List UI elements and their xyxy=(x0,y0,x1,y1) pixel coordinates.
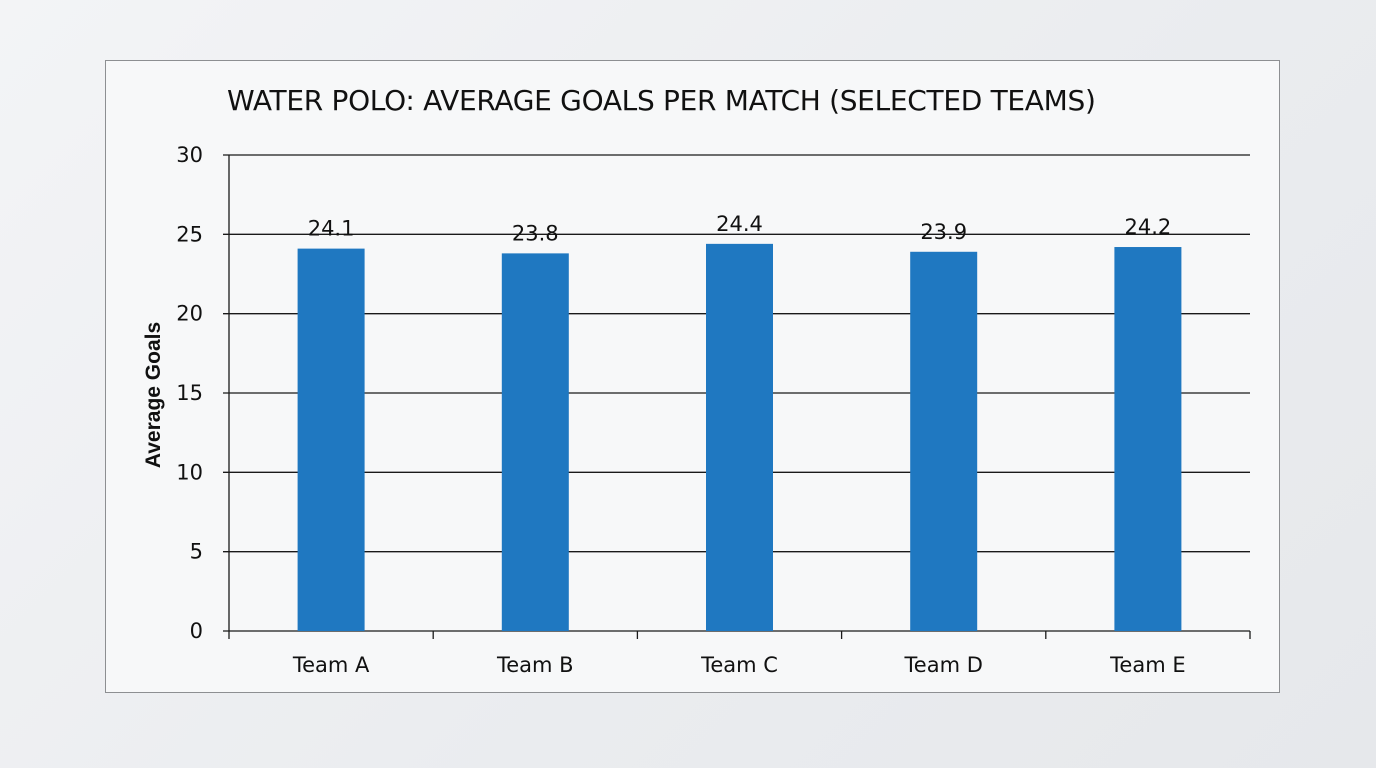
y-tick-label: 20 xyxy=(176,302,203,326)
y-tick-label: 15 xyxy=(176,381,203,405)
bar xyxy=(706,243,773,631)
x-tick-label: Team D xyxy=(904,653,983,677)
x-tick-label: Team C xyxy=(700,653,778,677)
bar xyxy=(910,251,978,631)
x-tick-label: Team A xyxy=(292,653,370,677)
data-label: 24.2 xyxy=(1125,215,1172,239)
x-tick-label: Team E xyxy=(1109,653,1185,677)
data-label: 24.1 xyxy=(308,217,355,241)
y-tick-label: 10 xyxy=(176,460,203,484)
y-tick-label: 0 xyxy=(190,619,203,643)
data-label: 24.4 xyxy=(716,212,763,236)
y-tick-label: 30 xyxy=(176,143,203,167)
data-label: 23.9 xyxy=(920,220,967,244)
bar xyxy=(297,248,365,631)
x-tick-label: Team B xyxy=(496,653,574,677)
y-tick-label: 25 xyxy=(176,222,203,246)
bar xyxy=(501,253,569,631)
data-label: 23.8 xyxy=(512,221,559,245)
y-tick-label: 5 xyxy=(190,540,203,564)
chart-title: WATER POLO: AVERAGE GOALS PER MATCH (SEL… xyxy=(227,84,1096,117)
bar xyxy=(1114,247,1182,631)
